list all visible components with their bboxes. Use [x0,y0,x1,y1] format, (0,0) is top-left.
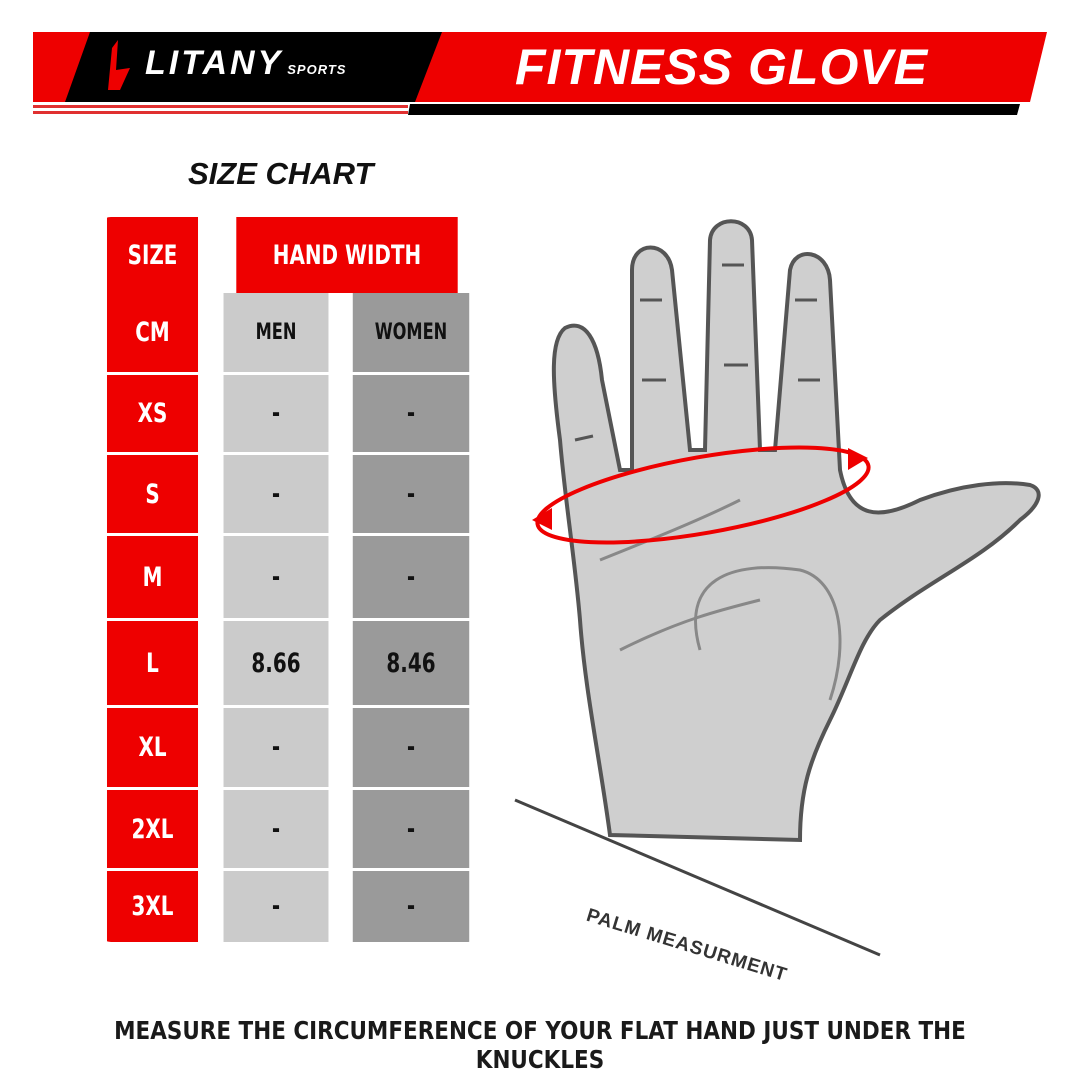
size-row-women-cell: - [352,455,470,533]
size-row-men-cell: - [223,375,329,452]
size-row-size-cell: 3XL [106,871,199,942]
measurement-arrow-icon [535,445,871,545]
hand-width-header: HAND WIDTH [236,217,458,293]
size-row-women-cell: - [352,536,470,618]
size-header: SIZE [106,217,199,293]
measurement-instruction: MEASURE THE CIRCUMFERENCE OF YOUR FLAT H… [114,1016,966,1074]
hand-illustration [514,219,1041,957]
size-row-size-cell: M [106,536,199,618]
size-row-men-cell: 8.66 [223,621,329,705]
size-row-size-cell: S [106,455,199,533]
size-row-size-cell: XL [106,708,199,787]
size-row-men-cell: - [223,871,329,942]
size-row-women-cell: - [352,375,470,452]
product-title: FITNESS GLOVE [515,39,929,95]
size-row-men-cell: - [223,708,329,787]
size-row-women-cell: - [352,790,470,868]
unit-header: CM [106,293,199,372]
litany-logo-icon [108,40,130,90]
women-header: WOMEN [352,293,470,372]
size-row-women-cell: 8.46 [352,621,470,705]
size-row-men-cell: - [223,455,329,533]
size-row-women-cell: - [352,871,470,942]
size-row-size-cell: L [106,621,199,705]
men-header: MEN [223,293,329,372]
hand-outline [551,219,1041,843]
size-row-size-cell: XS [106,375,199,452]
size-row-men-cell: - [223,536,329,618]
header-banner [33,32,1047,115]
size-row-men-cell: - [223,790,329,868]
size-chart-table: SIZE HAND WIDTH CM MEN WOMEN XS - - S - - M - - L… [97,217,482,942]
size-chart-title: SIZE CHART [188,156,374,191]
brand-logo: LITANY SPORTS [145,44,347,82]
size-row-size-cell: 2XL [106,790,199,868]
size-row-women-cell: - [352,708,470,787]
